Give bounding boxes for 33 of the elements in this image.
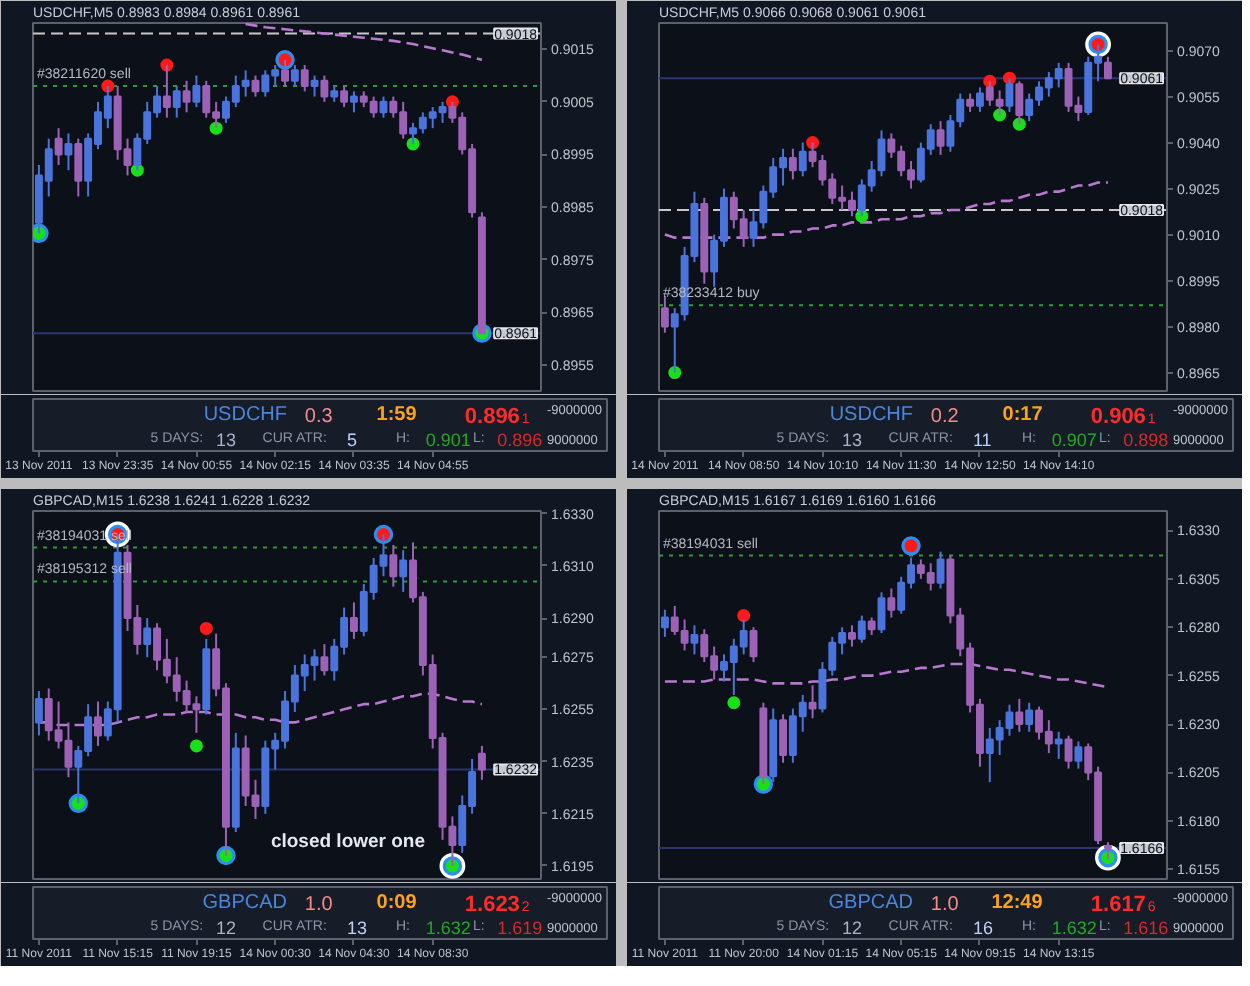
text: 1.0 (304, 893, 334, 916)
text: 12 (841, 917, 862, 938)
text: 1.623 (464, 892, 520, 917)
text: 0.901 (425, 429, 471, 450)
text: 12:49 (991, 891, 1044, 914)
text: 13 (346, 917, 367, 938)
text: 1.632 (1051, 917, 1097, 938)
text: 0.2 (930, 405, 960, 428)
text: 1.617 (1090, 892, 1146, 917)
text: USDCHF (203, 403, 288, 426)
text: GBPCAD (828, 891, 914, 914)
text: 13 (215, 429, 236, 450)
text: USDCHF (829, 403, 914, 426)
text: 0.896 (497, 429, 543, 450)
text: GBPCAD (202, 891, 288, 914)
text: 1.632 (425, 917, 471, 938)
text: 0.3 (304, 405, 334, 428)
text: 0:17 (1002, 403, 1044, 426)
text: 16 (972, 917, 993, 938)
text: 0.898 (1123, 429, 1169, 450)
text: 1.0 (930, 893, 960, 916)
text: 0.896 (464, 404, 520, 429)
text: 11 (972, 429, 992, 450)
text: 5 (346, 429, 357, 450)
text: 12 (215, 917, 236, 938)
text: 1.616 (1123, 917, 1169, 938)
text: 13 (841, 429, 862, 450)
text: 1.619 (497, 917, 543, 938)
text: 0.907 (1051, 429, 1097, 450)
annotation: closed lower one (270, 831, 426, 854)
text: 1:59 (376, 403, 418, 426)
text: 0.906 (1090, 404, 1146, 429)
text: 0:09 (376, 891, 418, 914)
